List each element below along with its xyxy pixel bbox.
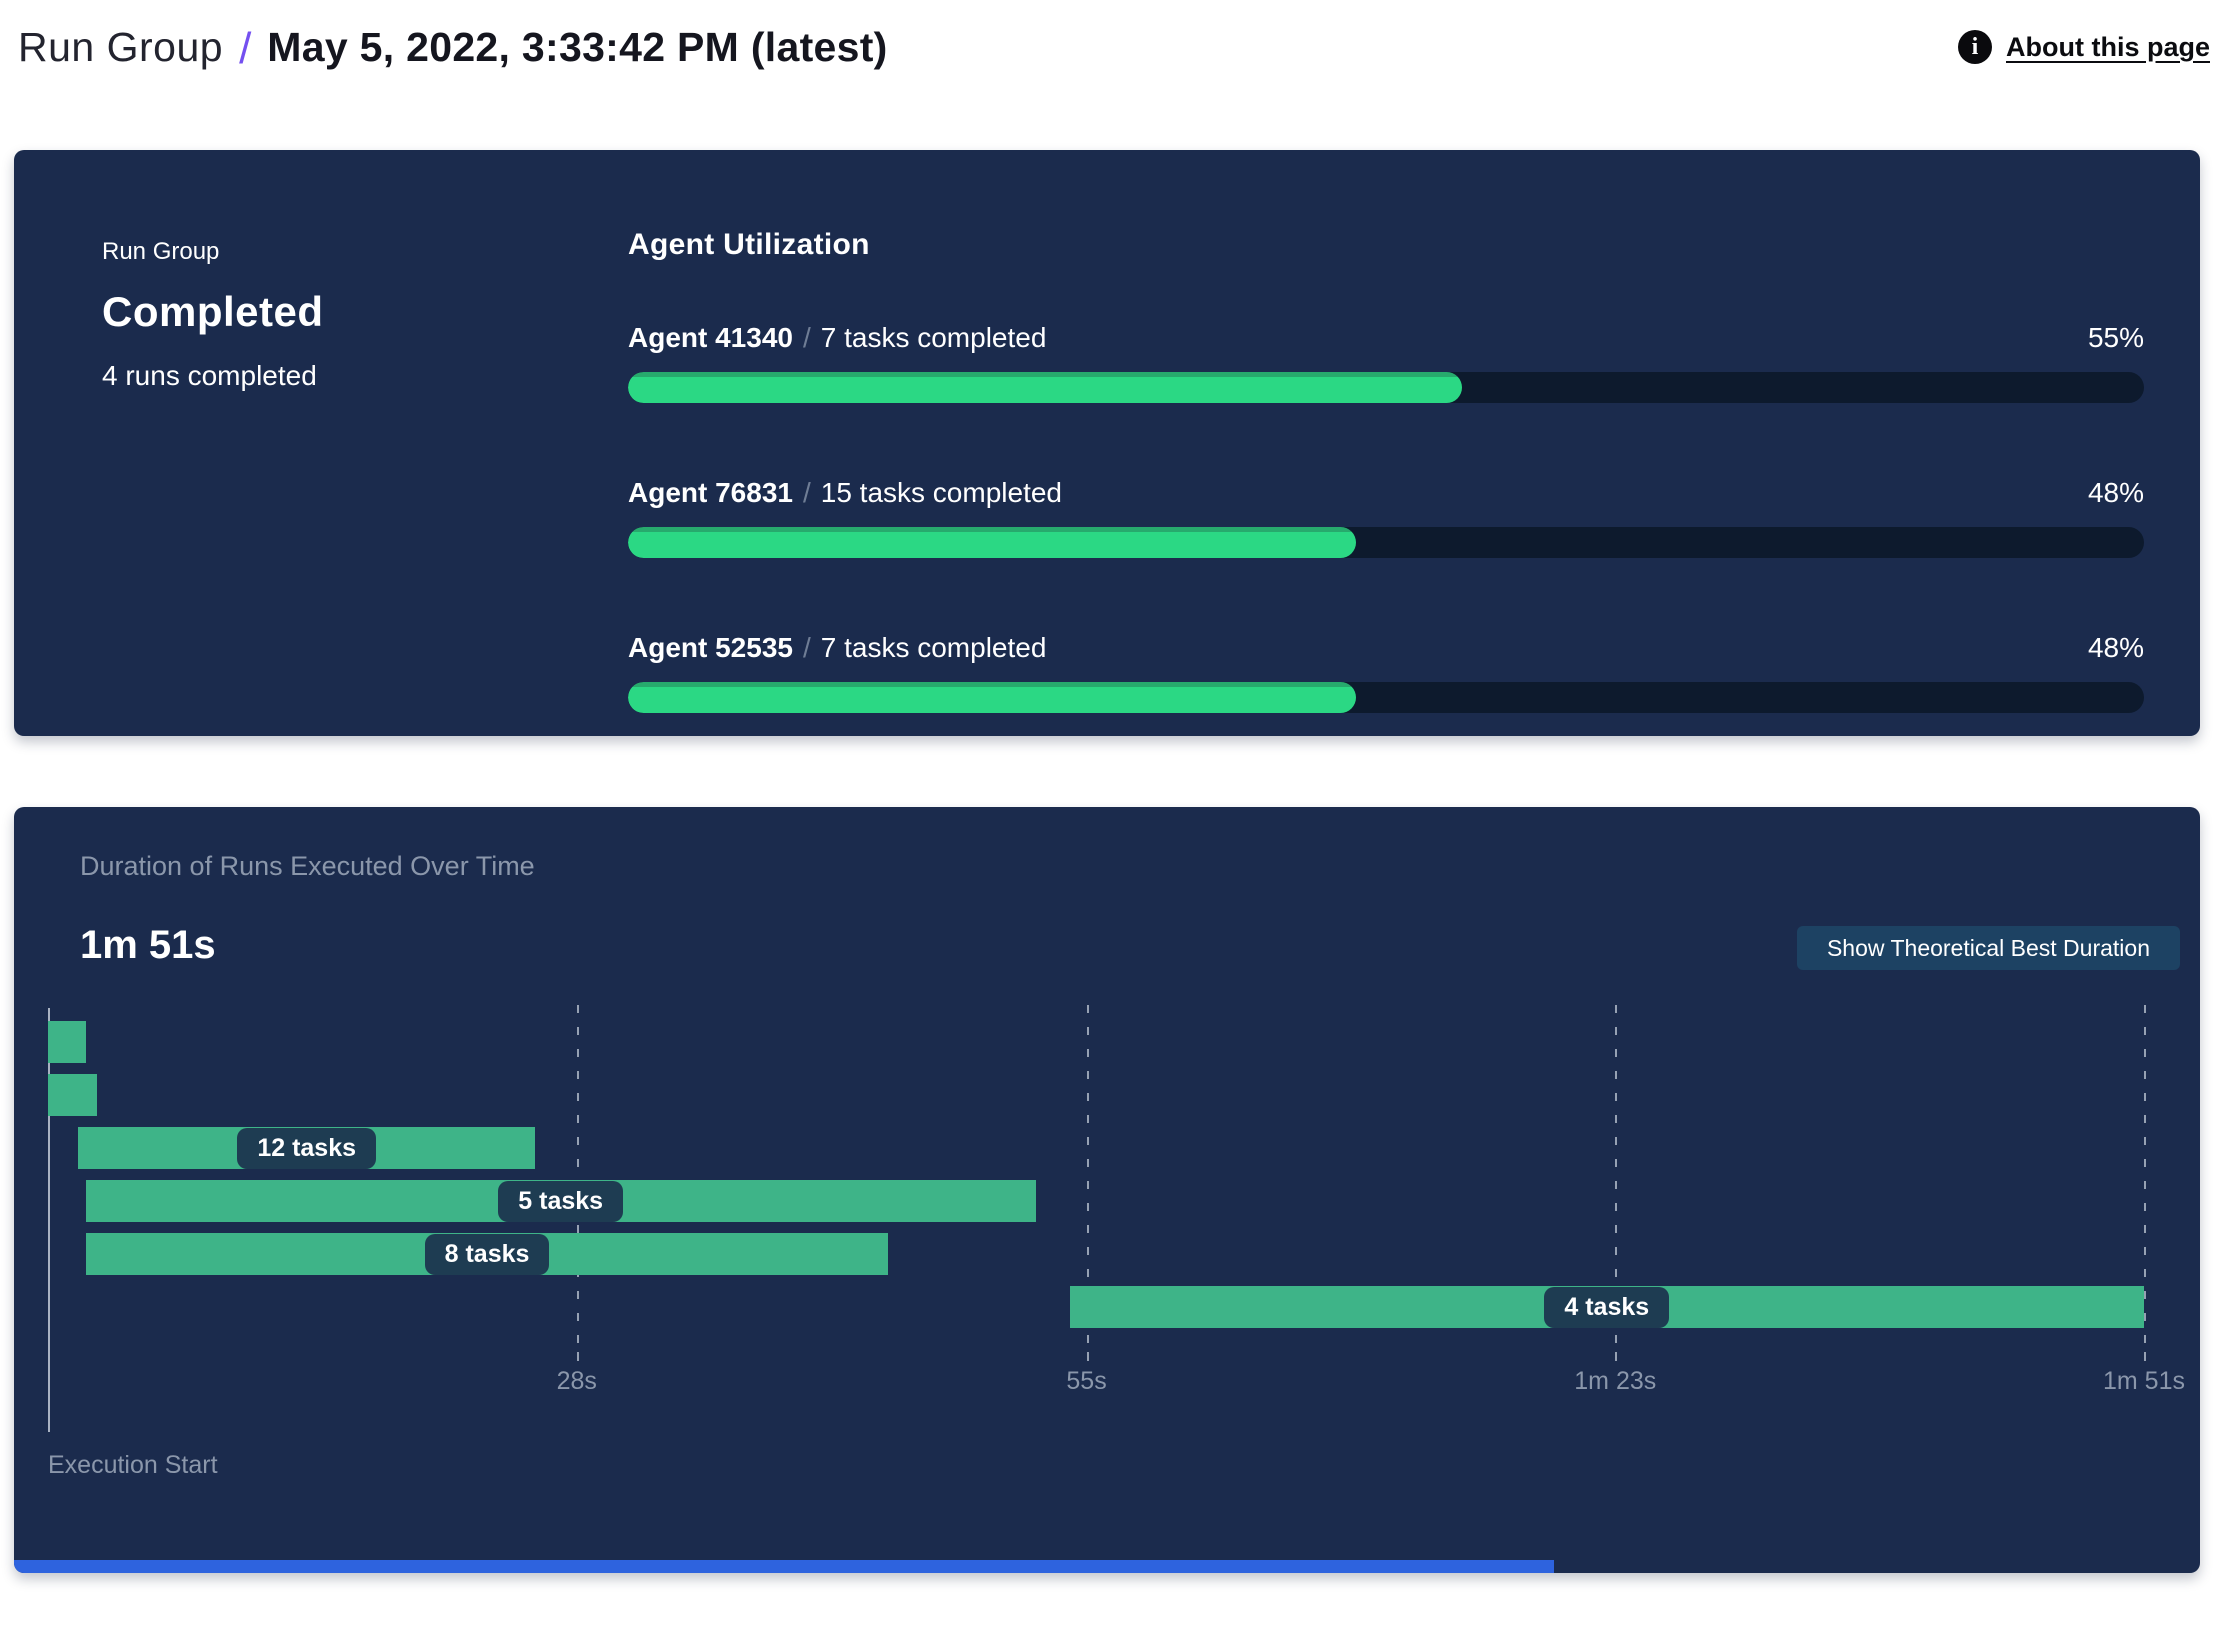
axis-tick	[1086, 1352, 1089, 1361]
task-count-pill: 8 tasks	[424, 1233, 550, 1275]
axis-tick	[576, 1352, 579, 1361]
run-duration-bar[interactable]	[48, 1021, 86, 1063]
run-duration-bar[interactable]	[48, 1074, 98, 1116]
runs-completed-count: 4 runs completed	[102, 360, 317, 391]
agent-tasks-completed: 7 tasks completed	[820, 632, 1047, 663]
axis-tick-label: 55s	[1066, 1367, 1107, 1395]
agent-label: Agent 41340 / 7 tasks completed	[628, 322, 1046, 354]
agent-id: Agent 41340	[628, 322, 793, 353]
run-duration-bar[interactable]: 8 tasks	[85, 1233, 889, 1275]
run-status: Completed	[102, 288, 324, 335]
duration-chart-subtitle: Duration of Runs Executed Over Time	[80, 851, 535, 881]
breadcrumb-separator: /	[239, 24, 252, 73]
gridline-55s	[1086, 1005, 1089, 1345]
agent-label-line: Agent 76831 / 15 tasks completed 48%	[628, 477, 2144, 509]
summary-eyebrow: Run Group	[102, 238, 220, 265]
task-count-pill: 5 tasks	[498, 1180, 624, 1222]
about-this-page-link[interactable]: i About this page	[1958, 30, 2210, 64]
gridline-1m-23s	[1615, 1005, 1618, 1345]
bottom-cutoff-blue-bar	[14, 1560, 1554, 1573]
gridline-28s	[576, 1005, 579, 1345]
agent-utilization-row: Agent 76831 / 15 tasks completed 48%	[628, 477, 2144, 558]
agent-utilization-bar-track	[628, 682, 2144, 713]
run-duration-bar[interactable]: 5 tasks	[85, 1180, 1036, 1222]
agent-id: Agent 76831	[628, 477, 793, 508]
execution-start-axis-line	[48, 1008, 50, 1432]
agent-label-separator: /	[802, 632, 811, 663]
total-duration-value: 1m 51s	[80, 923, 216, 967]
agent-utilization-bar-fill	[628, 682, 1356, 713]
agent-utilization-row: Agent 52535 / 7 tasks completed 48%	[628, 632, 2144, 713]
duration-chart-panel: Duration of Runs Executed Over Time 1m 5…	[14, 807, 2200, 1573]
agent-utilization-percent: 55%	[2087, 322, 2144, 353]
agent-label-line: Agent 41340 / 7 tasks completed 55%	[628, 322, 2144, 354]
agent-tasks-completed: 15 tasks completed	[820, 477, 1062, 508]
agent-label-separator: /	[802, 322, 811, 353]
info-icon[interactable]: i	[1958, 30, 1992, 64]
run-duration-bar[interactable]: 12 tasks	[78, 1127, 536, 1169]
show-theoretical-best-duration-button[interactable]: Show Theoretical Best Duration	[1796, 926, 2180, 970]
agent-label: Agent 76831 / 15 tasks completed	[628, 477, 1062, 509]
agent-label-line: Agent 52535 / 7 tasks completed 48%	[628, 632, 2144, 664]
agent-utilization-heading: Agent Utilization	[628, 228, 870, 261]
agent-utilization-bar-track	[628, 527, 2144, 558]
agent-utilization-bar-fill	[628, 527, 1356, 558]
task-count-pill: 4 tasks	[1544, 1286, 1670, 1328]
task-count-pill: 12 tasks	[237, 1127, 377, 1169]
axis-tick-label: 28s	[556, 1367, 597, 1395]
agent-label: Agent 52535 / 7 tasks completed	[628, 632, 1046, 664]
agent-id: Agent 52535	[628, 632, 793, 663]
execution-start-label: Execution Start	[48, 1451, 218, 1479]
agent-utilization-section: Agent Utilization Agent 41340 / 7 tasks co…	[628, 228, 2144, 787]
agent-utilization-percent: 48%	[2087, 477, 2144, 508]
agent-tasks-completed: 7 tasks completed	[820, 322, 1047, 353]
agent-utilization-rows: Agent 41340 / 7 tasks completed 55% Agent 76…	[628, 322, 2144, 713]
axis-tick	[2144, 1352, 2146, 1361]
agent-utilization-bar-track	[628, 372, 2144, 403]
gridline-1m-51s	[2144, 1005, 2146, 1345]
axis-tick	[1615, 1352, 1618, 1361]
agent-utilization-bar-fill	[628, 372, 1462, 403]
agent-utilization-percent: 48%	[2087, 632, 2144, 663]
agent-label-separator: /	[802, 477, 811, 508]
breadcrumb-run-group[interactable]: Run Group	[18, 24, 224, 70]
about-link-label[interactable]: About this page	[2006, 31, 2210, 62]
agent-utilization-row: Agent 41340 / 7 tasks completed 55%	[628, 322, 2144, 403]
run-group-summary: Run Group Completed 4 runs completed	[102, 238, 324, 392]
axis-tick-label: 1m 23s	[1574, 1367, 1657, 1395]
page-header: Run Group / May 5, 2022, 3:33:42 PM (lat…	[18, 12, 2210, 82]
axis-tick-label: 1m 51s	[2103, 1367, 2185, 1395]
run-group-summary-panel: Run Group Completed 4 runs completed Age…	[14, 150, 2200, 736]
duration-gantt-chart: 28s 55s 1m 23s 1m 51s 12 tasks 5 tasks 8 tasks…	[48, 1005, 2185, 1445]
page-title: May 5, 2022, 3:33:42 PM (latest)	[267, 24, 888, 70]
breadcrumb: Run Group / May 5, 2022, 3:33:42 PM (lat…	[18, 22, 888, 73]
run-duration-bar[interactable]: 4 tasks	[1069, 1286, 2144, 1328]
